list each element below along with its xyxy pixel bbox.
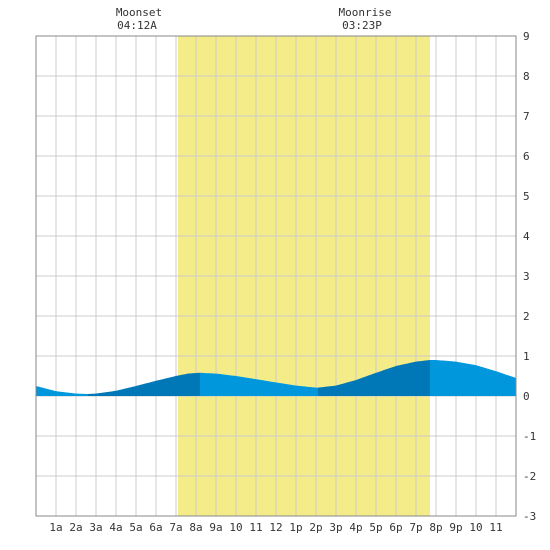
tide-area-falling xyxy=(430,360,516,396)
y-tick-label: 4 xyxy=(523,230,530,243)
y-tick-label: 9 xyxy=(523,30,530,43)
x-tick-label: 12 xyxy=(269,521,282,534)
x-tick-label: 9a xyxy=(209,521,222,534)
x-tick-label: 4p xyxy=(349,521,362,534)
x-tick-label: 11 xyxy=(249,521,262,534)
x-tick-label: 2a xyxy=(69,521,82,534)
x-tick-label: 11 xyxy=(489,521,502,534)
y-tick-label: -2 xyxy=(523,470,536,483)
y-tick-label: 6 xyxy=(523,150,530,163)
y-tick-label: -3 xyxy=(523,510,536,523)
moonset-label: Moonset xyxy=(116,6,162,19)
moonrise-time: 03:23P xyxy=(342,19,382,32)
moonrise-label: Moonrise xyxy=(339,6,392,19)
x-tick-label: 8p xyxy=(429,521,442,534)
x-tick-label: 10 xyxy=(469,521,482,534)
x-tick-label: 8a xyxy=(189,521,202,534)
tide-area-rising xyxy=(88,372,200,396)
x-tick-label: 2p xyxy=(309,521,322,534)
plot-border xyxy=(35,35,517,517)
x-tick-label: 5a xyxy=(129,521,142,534)
x-tick-label: 3a xyxy=(89,521,102,534)
moonset-time: 04:12A xyxy=(117,19,157,32)
tide-area-falling xyxy=(200,372,318,396)
x-tick-label: 4a xyxy=(109,521,122,534)
y-tick-label: 3 xyxy=(523,270,530,283)
x-tick-label: 5p xyxy=(369,521,382,534)
y-tick-label: 8 xyxy=(523,70,530,83)
y-tick-label: -1 xyxy=(523,430,536,443)
x-tick-label: 10 xyxy=(229,521,242,534)
y-tick-label: 7 xyxy=(523,110,530,123)
y-tick-label: 2 xyxy=(523,310,530,323)
x-tick-label: 1p xyxy=(289,521,302,534)
x-tick-label: 6a xyxy=(149,521,162,534)
tide-area-falling xyxy=(36,386,88,396)
x-tick-label: 3p xyxy=(329,521,342,534)
x-tick-label: 1a xyxy=(49,521,62,534)
x-tick-label: 9p xyxy=(449,521,462,534)
x-tick-label: 6p xyxy=(389,521,402,534)
y-tick-label: 0 xyxy=(523,390,530,403)
x-tick-label: 7a xyxy=(169,521,182,534)
x-tick-label: 7p xyxy=(409,521,422,534)
tide-area-rising xyxy=(318,360,430,396)
y-tick-label: 1 xyxy=(523,350,530,363)
y-tick-label: 5 xyxy=(523,190,530,203)
